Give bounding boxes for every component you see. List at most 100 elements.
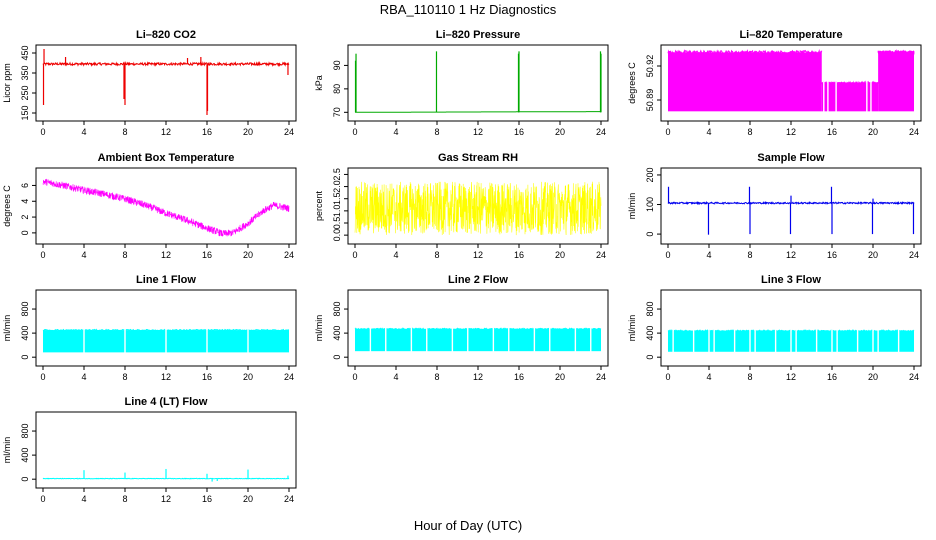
- y-tick-label: 6: [20, 183, 30, 188]
- y-tick-label: 2: [20, 215, 30, 220]
- panel-line1: Line 1 Flow ml/min 0 4 8 12 16 20 24 0 400 800: [2, 274, 297, 382]
- data-band-edge: [354, 327, 602, 331]
- x-tick-label: 16: [514, 127, 524, 137]
- x-tick-label: 12: [786, 250, 796, 260]
- data-trace: [355, 111, 601, 113]
- x-tick-label: 4: [706, 250, 711, 260]
- y-tick-label: 250: [20, 85, 30, 100]
- figure-title: RBA_110110 1 Hz Diagnostics: [379, 2, 557, 17]
- x-tick-label: 20: [555, 372, 565, 382]
- panel-co2: Li–820 CO2 Licor ppm 0 4 8 12 16 20 24 150 250 350 4…: [2, 29, 297, 137]
- y-tick-label: 400: [20, 326, 30, 341]
- x-tick-label: 16: [202, 127, 212, 137]
- x-tick-label: 20: [868, 372, 878, 382]
- data-band-edge: [667, 48, 915, 86]
- y-tick-label: 70: [332, 107, 342, 117]
- series-line4: [42, 468, 290, 482]
- y-tick-label: 50.89: [645, 89, 655, 112]
- x-tick-label: 12: [473, 372, 483, 382]
- panel-title: Gas Stream RH: [438, 152, 518, 164]
- x-tick-label: 16: [827, 250, 837, 260]
- panel-title: Line 3 Flow: [761, 274, 821, 286]
- panel-licor-temp: Li–820 Temperature degrees C 0 4 8 12 16 20 24 50…: [627, 29, 922, 137]
- x-tick-label: 4: [81, 250, 86, 260]
- data-trace: [42, 61, 290, 68]
- x-tick-label: 0: [40, 127, 45, 137]
- panel-rh: Gas Stream RH percent 0 4 8 12 16 20 24 0.00.51.0…: [314, 152, 609, 260]
- y-tick-label: 0: [645, 355, 655, 360]
- x-tick-label: 0: [40, 372, 45, 382]
- x-tick-label: 0: [40, 250, 45, 260]
- series-sample-flow: [667, 186, 915, 235]
- y-tick-label: 100: [645, 197, 655, 212]
- x-tick-label: 20: [243, 372, 253, 382]
- y-tick-label: 800: [332, 302, 342, 317]
- x-tick-label: 24: [909, 250, 919, 260]
- y-tick-label: 0: [20, 355, 30, 360]
- x-tick-label: 16: [202, 372, 212, 382]
- x-tick-label: 16: [514, 250, 524, 260]
- x-tick-label: 20: [868, 127, 878, 137]
- data-band: [668, 52, 822, 112]
- y-tick-label: 450: [20, 45, 30, 60]
- y-tick-label: 0: [20, 230, 30, 235]
- y-axis-label: ml/min: [2, 315, 12, 342]
- x-tick-label: 8: [747, 372, 752, 382]
- series-rh: [354, 181, 602, 236]
- x-tick-label: 0: [352, 250, 357, 260]
- x-tick-label: 20: [555, 127, 565, 137]
- y-tick-label: 800: [20, 424, 30, 439]
- panel-title: Line 2 Flow: [448, 274, 508, 286]
- y-axis-label: kPa: [314, 75, 324, 91]
- x-tick-label: 24: [909, 372, 919, 382]
- x-tick-label: 4: [393, 250, 398, 260]
- x-tick-label: 12: [473, 250, 483, 260]
- y-axis-label: ml/min: [2, 437, 12, 464]
- data-trace: [354, 181, 602, 236]
- panel-title: Line 1 Flow: [136, 274, 196, 286]
- y-tick-label: 0: [645, 232, 655, 237]
- series-pressure: [354, 51, 602, 113]
- y-tick-label: 4: [20, 199, 30, 204]
- y-tick-label: 350: [20, 65, 30, 80]
- x-tick-label: 4: [706, 127, 711, 137]
- x-tick-label: 8: [122, 250, 127, 260]
- x-tick-label: 16: [514, 372, 524, 382]
- panel-title: Line 4 (LT) Flow: [125, 396, 208, 408]
- y-tick-label: 0.0: [332, 229, 342, 242]
- series-licor-temp: [667, 47, 915, 119]
- x-tick-label: 20: [243, 127, 253, 137]
- x-tick-label: 12: [161, 250, 171, 260]
- series-line2: [354, 292, 602, 364]
- y-tick-label: 50.92: [645, 55, 655, 78]
- x-tick-label: 8: [122, 372, 127, 382]
- y-tick-label: 2.5: [332, 168, 342, 181]
- x-tick-label: 24: [596, 127, 606, 137]
- x-tick-label: 4: [81, 372, 86, 382]
- x-tick-label: 24: [284, 372, 294, 382]
- x-tick-label: 20: [868, 250, 878, 260]
- series-line1: [42, 292, 290, 364]
- x-tick-label: 4: [393, 127, 398, 137]
- x-tick-label: 12: [473, 127, 483, 137]
- y-axis-label: ml/min: [314, 315, 324, 342]
- x-tick-label: 4: [81, 494, 86, 504]
- series-line3: [667, 292, 915, 364]
- panel-title: Li–820 Pressure: [436, 29, 520, 41]
- y-axis-label: percent: [314, 190, 324, 221]
- y-tick-label: 200: [645, 167, 655, 182]
- series-box-temp: [42, 178, 290, 237]
- y-tick-label: 400: [645, 326, 655, 341]
- x-tick-label: 8: [747, 250, 752, 260]
- x-axis-title: Hour of Day (UTC): [413, 518, 523, 533]
- y-axis-label: ml/min: [627, 193, 637, 220]
- x-tick-label: 12: [161, 494, 171, 504]
- x-tick-label: 24: [909, 127, 919, 137]
- y-tick-label: 1.5: [332, 192, 342, 205]
- panel-title: Ambient Box Temperature: [98, 152, 235, 164]
- y-tick-label: 400: [20, 448, 30, 463]
- y-tick-label: 2.0: [332, 180, 342, 193]
- data-trace: [42, 178, 290, 237]
- y-tick-label: 150: [20, 105, 30, 120]
- x-tick-label: 12: [786, 127, 796, 137]
